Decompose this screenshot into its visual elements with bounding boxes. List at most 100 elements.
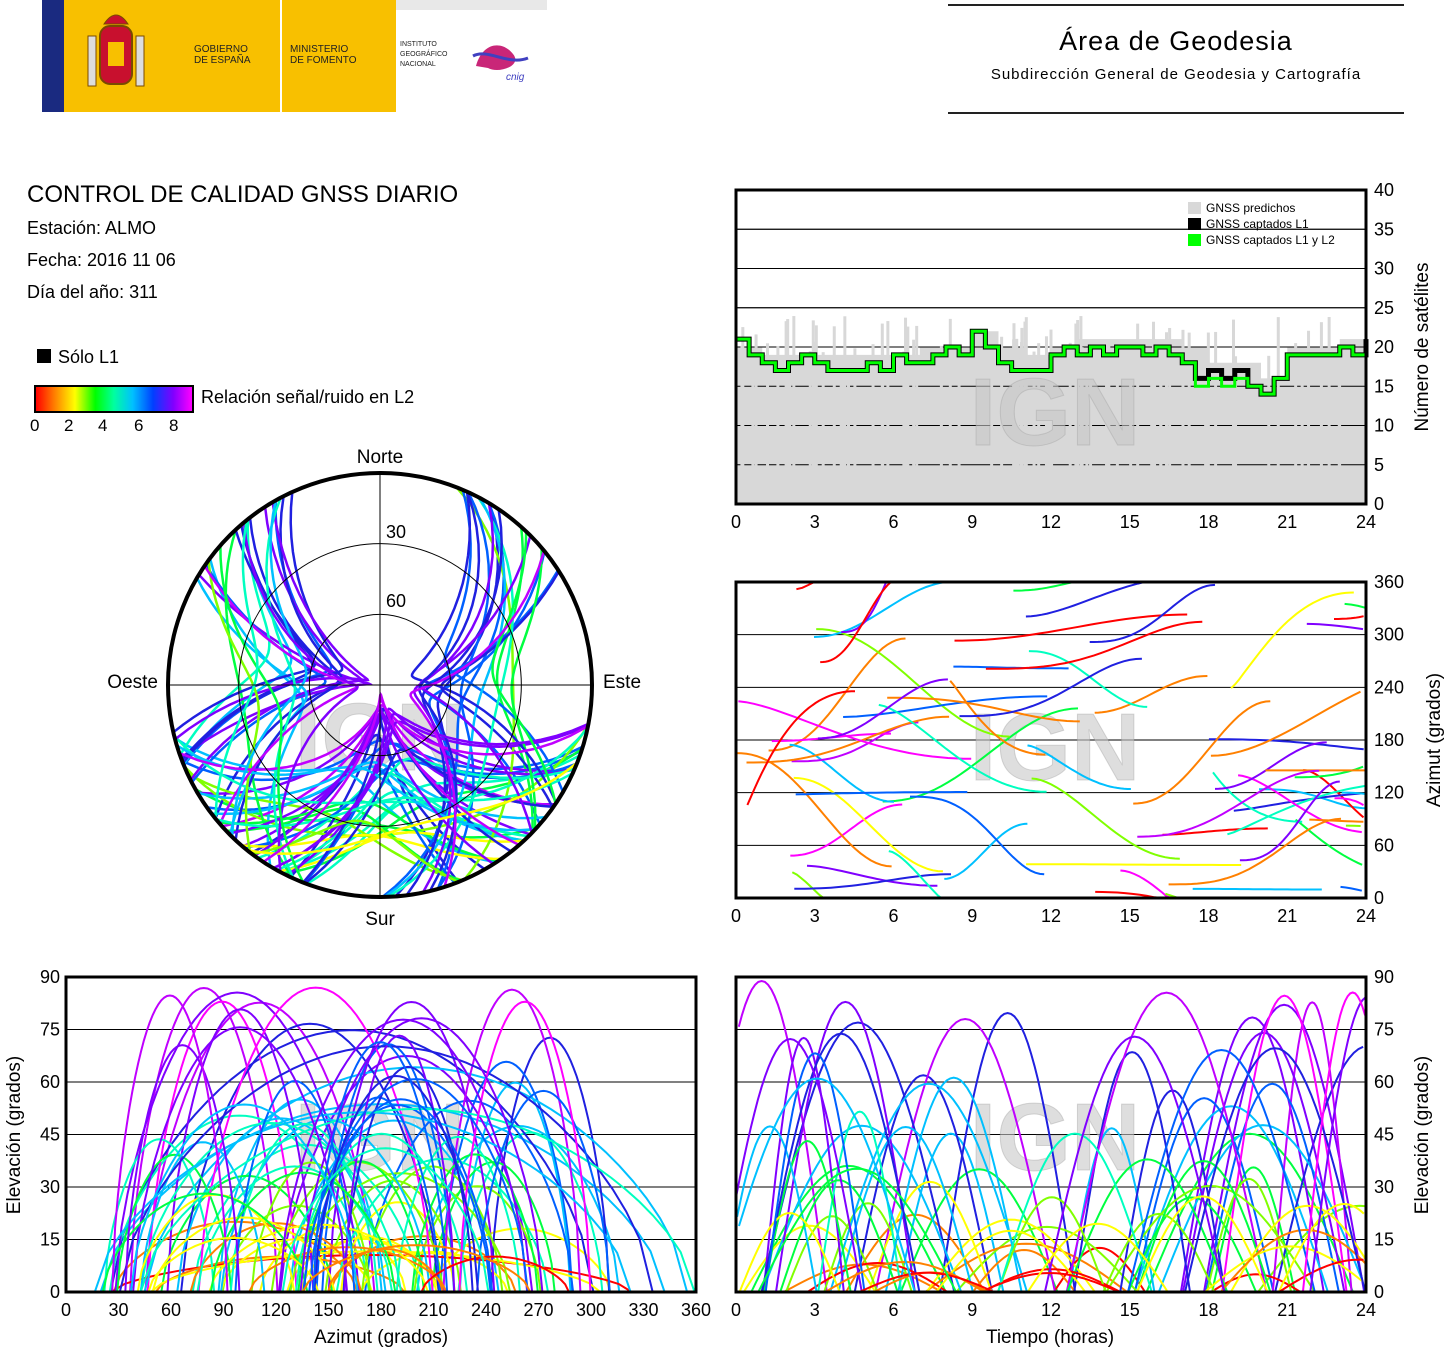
satellite-track (736, 752, 892, 868)
satellite-track (1277, 1202, 1365, 1293)
satellite-track (313, 1074, 479, 1293)
satellite-track (1334, 615, 1364, 620)
predicted-spike (915, 325, 919, 504)
snr-tick: 4 (98, 416, 108, 435)
x-tick-label: 0 (731, 1300, 741, 1320)
elevation-azimuth-chart: 0 15 30 45 60 75 90 0 30 60 90 120 150 180 210 240 270 30… (4, 967, 711, 1348)
satellite-track (793, 776, 943, 873)
satellite-track (1340, 885, 1363, 892)
y-tick-label: 25 (1374, 298, 1394, 318)
satellite-track (308, 1098, 494, 1293)
satellite-track (794, 873, 951, 890)
snr-tick: 2 (64, 416, 74, 435)
satellite-track (279, 1054, 534, 1293)
predicted-spike (1015, 338, 1019, 504)
x-tick-label: 24 (1356, 1300, 1376, 1320)
legend-swatch (1188, 218, 1201, 230)
satellite-track (887, 696, 1080, 723)
satellite-track (278, 831, 525, 873)
x-tick-label: 0 (61, 1300, 71, 1320)
satellite-track (1221, 994, 1348, 1293)
x-tick-label: 9 (967, 1300, 977, 1320)
satellite-track (738, 1212, 841, 1293)
satellite-track (1027, 744, 1131, 790)
x-tick-label: 60 (161, 1300, 181, 1320)
x-tick-label: 360 (681, 1300, 711, 1320)
y-axis-label: Azimut (grados) (1424, 673, 1445, 807)
legend-label: GNSS captados L1 y L2 (1206, 233, 1335, 247)
x-tick-label: 21 (1277, 906, 1297, 926)
predicted-spike (784, 321, 788, 504)
satellite-track (1026, 1222, 1169, 1293)
satellite-track (197, 986, 434, 1293)
satellite-track (1208, 738, 1364, 751)
predicted-spike (1074, 323, 1078, 504)
predicted-spike (814, 325, 818, 504)
y-tick-label: 360 (1374, 572, 1404, 592)
plot-border (734, 188, 1368, 506)
satellite-track (1344, 602, 1366, 609)
satellite-track (111, 994, 229, 1293)
satellite-track (795, 791, 968, 796)
x-tick-label: 210 (418, 1300, 448, 1320)
satellite-track (262, 691, 520, 864)
predicted-spike (1327, 317, 1331, 504)
predicted-spike (948, 318, 952, 504)
predicted-spike (1136, 323, 1140, 504)
satellite-track (189, 1222, 363, 1293)
y-tick-label: 60 (1374, 1072, 1394, 1092)
satellite-track (1233, 792, 1361, 812)
predicted-spike (821, 352, 825, 504)
satellite-track (219, 545, 305, 884)
satellite-track (410, 491, 558, 804)
predicted-spike (853, 348, 857, 504)
x-tick-label: 12 (1041, 1300, 1061, 1320)
satellite-track (265, 497, 297, 879)
satellite-track (1334, 797, 1364, 806)
legend: GNSS predichos GNSS captados L1 GNSS capta… (1188, 201, 1335, 247)
satellite-track (1230, 591, 1354, 689)
y-axis-label: Elevación (grados) (1412, 1056, 1433, 1214)
satellite-track (1089, 583, 1216, 643)
satellite-track (841, 581, 921, 634)
satellite-track (1137, 769, 1320, 838)
y-tick-label: 90 (1374, 967, 1394, 987)
y-tick-label: 30 (40, 1177, 60, 1197)
predicted-spike (1267, 355, 1271, 504)
ring-label-60: 60 (386, 591, 406, 611)
satellite-track (737, 979, 828, 1293)
satellite-track (491, 531, 557, 805)
satellite-track (944, 822, 1028, 880)
y-tick-label: 45 (40, 1125, 60, 1145)
cnig-logo-text: cnig (506, 72, 525, 83)
satellite-track (1127, 1048, 1316, 1293)
satellite-track (103, 1138, 216, 1293)
satellite-track (1043, 1035, 1226, 1293)
y-tick-label: 180 (1374, 730, 1404, 750)
predicted-spike (839, 362, 843, 504)
government-logo-banner: GOBIERNO DE ESPAÑA MINISTERIO DE FOMENTO… (42, 0, 547, 112)
satellite-track (1210, 690, 1361, 757)
satellite-track (101, 1192, 309, 1293)
predicted-spike (788, 359, 792, 504)
satellite-track (1306, 622, 1364, 631)
satellite-track (764, 1052, 866, 1293)
x-tick-label: 9 (967, 512, 977, 532)
predicted-spike (904, 345, 908, 504)
date-label: Fecha: 2016 11 06 (27, 250, 176, 270)
predicted-spike (842, 360, 846, 504)
satellite-track (114, 991, 360, 1293)
predicted-spike (1068, 342, 1072, 504)
snr-label: Relación señal/ruido en L2 (201, 387, 415, 407)
ign-watermark: IGN (970, 1084, 1141, 1191)
report-title: CONTROL DE CALIDAD GNSS DIARIO (27, 181, 459, 208)
gov-line2: DE ESPAÑA (194, 55, 251, 66)
satellite-track (1210, 1273, 1302, 1293)
y-tick-label: 30 (1374, 259, 1394, 279)
predicted-spike (1187, 332, 1191, 504)
satellite-track (181, 491, 344, 764)
predicted-spike (1079, 316, 1083, 504)
satellite-track (972, 1248, 1077, 1293)
legend-label: GNSS captados L1 (1206, 217, 1309, 231)
min-line2: DE FOMENTO (290, 55, 357, 66)
